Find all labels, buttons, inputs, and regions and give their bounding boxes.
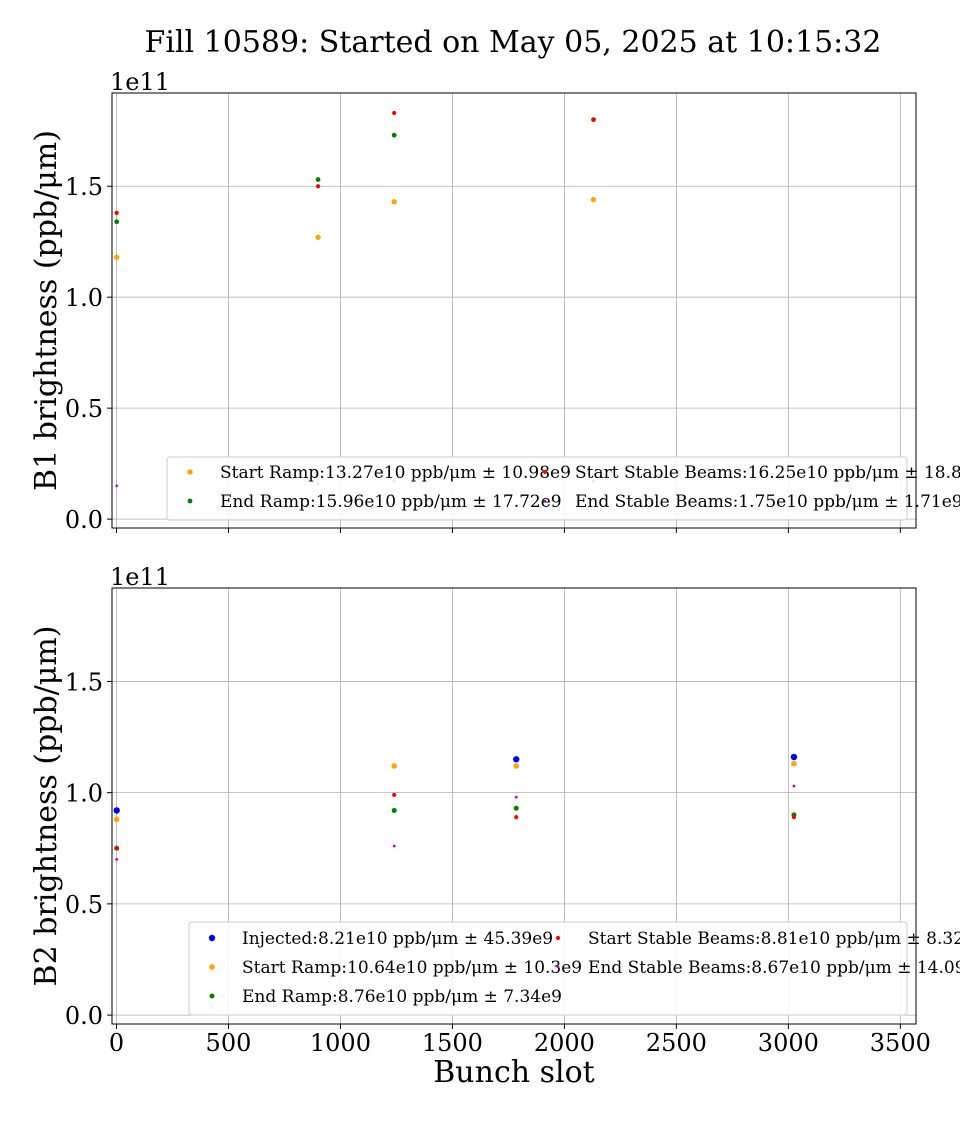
data-point	[790, 753, 798, 761]
legend-entry: End Stable Beams:1.75e10 ppb/μm ± 1.71e9	[575, 492, 960, 512]
y-tick-label: 0.0	[65, 1002, 103, 1030]
legend-entry: Injected:8.21e10 ppb/μm ± 45.39e9	[242, 929, 553, 949]
data-point	[114, 846, 119, 851]
data-point	[114, 219, 120, 225]
data-point	[514, 795, 518, 799]
y-tick-label: 0.0	[65, 506, 103, 534]
legend-marker	[208, 934, 216, 942]
y-axis-label: B1 brightness (ppb/μm)	[29, 130, 64, 491]
data-point	[315, 184, 321, 189]
data-point	[591, 117, 596, 122]
data-point	[115, 857, 119, 861]
data-point	[590, 196, 597, 203]
y-tick-label: 1.0	[65, 780, 103, 808]
x-tick-label: 3000	[758, 1029, 819, 1057]
x-tick-label: 2500	[646, 1029, 707, 1057]
data-point	[791, 815, 797, 820]
x-tick-label: 2000	[534, 1029, 595, 1057]
y-tick-label: 1.5	[65, 173, 103, 201]
data-point	[391, 199, 397, 205]
y-tick-label: 1.0	[65, 284, 103, 312]
y-tick-label: 0.5	[65, 395, 103, 423]
data-point	[391, 132, 397, 138]
data-point	[113, 807, 120, 814]
b1-brightness-plot: 0.0 0.5 1.0 1.5 1e11 B1 brightness (ppb/μm) St…	[29, 68, 960, 534]
axes-frame	[111, 587, 917, 1025]
legend-entry: Start Stable Beams:16.25e10 ppb/μm ± 18.…	[575, 463, 960, 483]
data-point	[315, 234, 321, 240]
y-axis-label: B2 brightness (ppb/μm)	[29, 626, 64, 987]
data-point	[391, 763, 397, 769]
legend-entry: End Ramp:8.76e10 ppb/μm ± 7.34e9	[242, 987, 562, 1007]
legend-marker	[543, 499, 547, 503]
data-point	[391, 807, 397, 813]
x-axis-label: Bunch slot	[433, 1055, 594, 1090]
legend-marker	[556, 965, 560, 969]
data-point	[513, 763, 520, 769]
data-point	[792, 784, 796, 788]
data-point	[513, 756, 520, 763]
data-point	[392, 844, 396, 848]
legend-marker	[187, 469, 193, 475]
data-point	[315, 177, 321, 182]
axis-scale-label: 1e11	[110, 563, 170, 591]
legend-marker	[209, 964, 215, 970]
legend-box	[166, 456, 908, 521]
data-point	[114, 210, 119, 215]
x-tick-label: 3500	[870, 1029, 931, 1057]
data-point	[392, 792, 397, 797]
data-point	[514, 815, 519, 820]
legend-entry: Start Ramp:13.27e10 ppb/μm ± 10.98e9	[220, 463, 571, 483]
b2-brightness-plot: 0 500 1000 1500 2000 2500 3000 3500 0.0 0.5 1.0 1.5…	[29, 563, 960, 1090]
figure-title: Fill 10589: Started on May 05, 2025 at 1…	[145, 25, 882, 60]
legend-entry: Start Ramp:10.64e10 ppb/μm ± 10.3e9	[242, 958, 582, 978]
axes-frame	[111, 92, 917, 529]
legend-marker	[209, 993, 215, 999]
x-tick-label: 500	[206, 1029, 252, 1057]
legend-marker	[187, 498, 193, 504]
x-tick-label: 0	[109, 1029, 124, 1057]
x-tick-label: 1000	[310, 1029, 371, 1057]
data-point	[114, 254, 120, 260]
legend-box	[188, 921, 908, 1016]
data-point	[392, 110, 397, 116]
y-tick-label: 0.5	[65, 891, 103, 919]
legend-marker	[555, 935, 561, 941]
legend-entry: Start Stable Beams:8.81e10 ppb/μm ± 8.32…	[588, 929, 960, 949]
x-tick-label: 1500	[422, 1029, 483, 1057]
data-point	[113, 816, 120, 823]
legend-marker	[542, 469, 548, 475]
data-point	[513, 805, 519, 811]
y-tick-label: 1.5	[65, 668, 103, 696]
legend-entry: End Stable Beams:8.67e10 ppb/μm ± 14.09e…	[588, 958, 960, 978]
legend-entry: End Ramp:15.96e10 ppb/μm ± 17.72e9	[220, 492, 562, 512]
data-point	[115, 484, 119, 488]
axis-scale-label: 1e11	[110, 68, 170, 96]
data-point	[791, 760, 797, 767]
